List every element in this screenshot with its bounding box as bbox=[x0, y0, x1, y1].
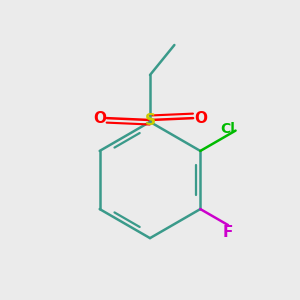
Text: S: S bbox=[145, 112, 155, 128]
Text: F: F bbox=[223, 225, 233, 240]
Text: Cl: Cl bbox=[220, 122, 236, 136]
Text: O: O bbox=[194, 111, 207, 126]
Text: O: O bbox=[93, 111, 106, 126]
